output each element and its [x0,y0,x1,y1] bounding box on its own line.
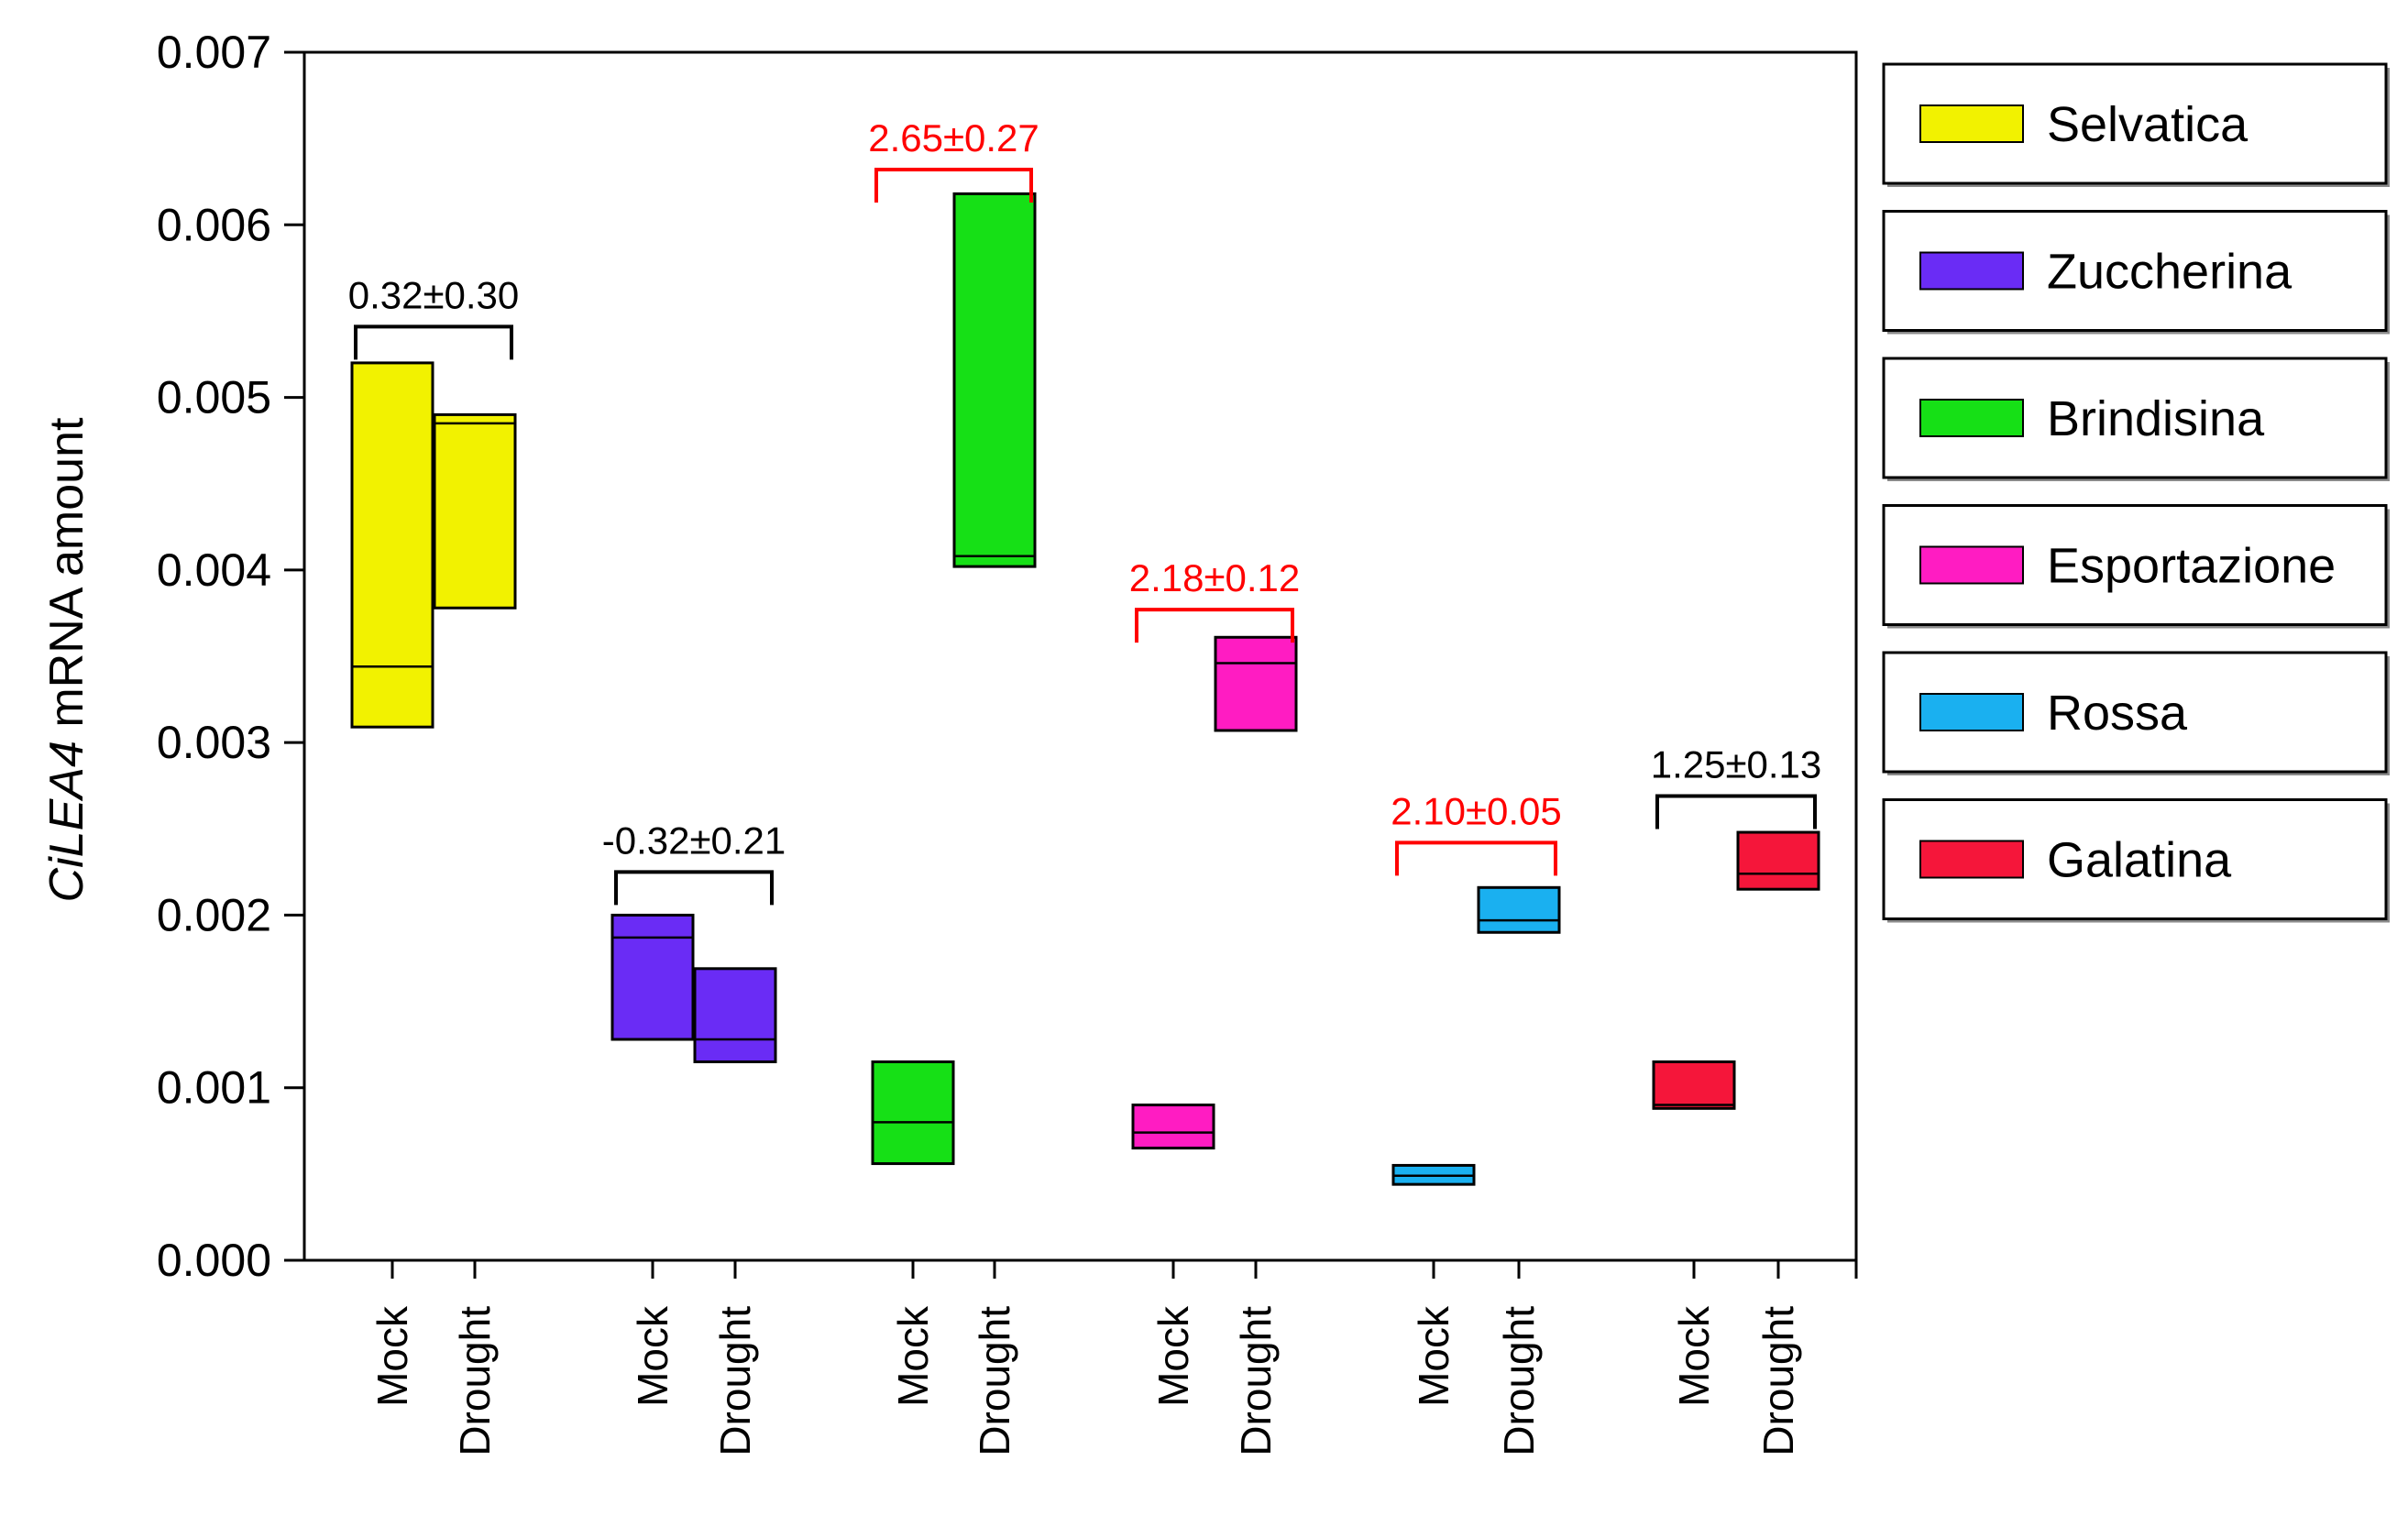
bar-selvatica-mock [350,361,434,729]
bar-brindisina-mock [871,1060,955,1166]
legend-label-selvatica: Selvatica [2047,97,2249,152]
legend-swatch-galatina [1919,840,2024,879]
annotation-rossa: 2.10±0.05 [1391,789,1562,832]
bracket-esportazione [1135,608,1294,643]
bar-zuccherina-mock [610,913,695,1041]
y-tick-label: 0.007 [157,27,271,78]
bar-esportazione-mock [1131,1104,1215,1150]
plot-area: 0.000 0.001 0.002 0.003 0.004 0.005 0.006 0.007… [157,27,1858,1456]
x-label-esportazione-drought: Drought [1232,1306,1280,1456]
legend-swatch-brindisina [1919,399,2024,437]
x-label-zuccherina-mock: Mock [629,1305,676,1407]
legend-swatch-zuccherina [1919,251,2024,291]
legend-label-zuccherina: Zuccherina [2047,245,2293,300]
y-tick-label: 0.006 [157,199,271,250]
y-tick-label: 0.000 [157,1235,271,1286]
y-axis-label: CiLEA4 mRNA amount [40,417,93,902]
bar-selvatica-drought [433,412,517,610]
annotation-zuccherina: -0.32±0.21 [602,818,786,862]
y-tick-label: 0.001 [157,1062,271,1114]
y-axis-title: CiLEA4 mRNA amount [40,417,93,902]
legend-swatch-esportazione [1919,545,2024,585]
legend-item-selvatica [1882,62,2388,185]
x-label-rossa-drought: Drought [1495,1306,1543,1456]
bar-brindisina-drought [952,192,1037,568]
legend-label-esportazione: Esportazione [2047,539,2336,594]
x-label-brindisina-drought: Drought [971,1306,1018,1456]
bracket-brindisina [874,168,1033,203]
x-label-zuccherina-drought: Drought [711,1306,759,1456]
legend-label-rossa: Rossa [2047,686,2188,741]
bar-zuccherina-drought [693,967,777,1063]
x-label-galatina-mock: Mock [1670,1305,1718,1407]
legend-swatch-rossa [1919,693,2024,731]
x-label-rossa-mock: Mock [1410,1305,1457,1407]
bar-esportazione-drought [1214,635,1298,732]
annotation-brindisina: 2.65±0.27 [868,116,1039,159]
legend-label-galatina: Galatina [2047,833,2232,888]
y-axis-label-gene: CiLEA4 [40,741,93,902]
x-label-galatina-drought: Drought [1754,1306,1802,1456]
x-label-selvatica-drought: Drought [451,1306,499,1456]
bar-galatina-drought [1736,830,1820,891]
bracket-zuccherina [614,870,774,906]
y-tick-label: 0.003 [157,717,271,768]
bracket-rossa [1395,840,1557,876]
y-axis-label-rest: mRNA amount [40,417,93,741]
y-tick-label: 0.005 [157,372,271,423]
annotation-esportazione: 2.18±0.12 [1129,556,1301,599]
x-label-esportazione-mock: Mock [1149,1305,1197,1407]
plot-frame [302,50,1858,1262]
x-label-brindisina-mock: Mock [889,1305,937,1407]
annotation-selvatica: 0.32±0.30 [348,273,520,316]
annotation-galatina: 1.25±0.13 [1651,743,1822,786]
bracket-galatina [1655,794,1817,829]
y-tick-label: 0.002 [157,889,271,940]
legend-label-brindisina: Brindisina [2047,391,2265,446]
bar-galatina-mock [1652,1060,1736,1110]
bracket-selvatica [354,324,513,360]
legend-swatch-selvatica [1919,104,2024,143]
legend: Selvatica Zuccherina Brindisina Esportazion… [1882,62,2390,923]
x-label-selvatica-mock: Mock [368,1305,416,1407]
y-tick-label: 0.004 [157,544,271,596]
bar-rossa-drought [1477,885,1561,934]
